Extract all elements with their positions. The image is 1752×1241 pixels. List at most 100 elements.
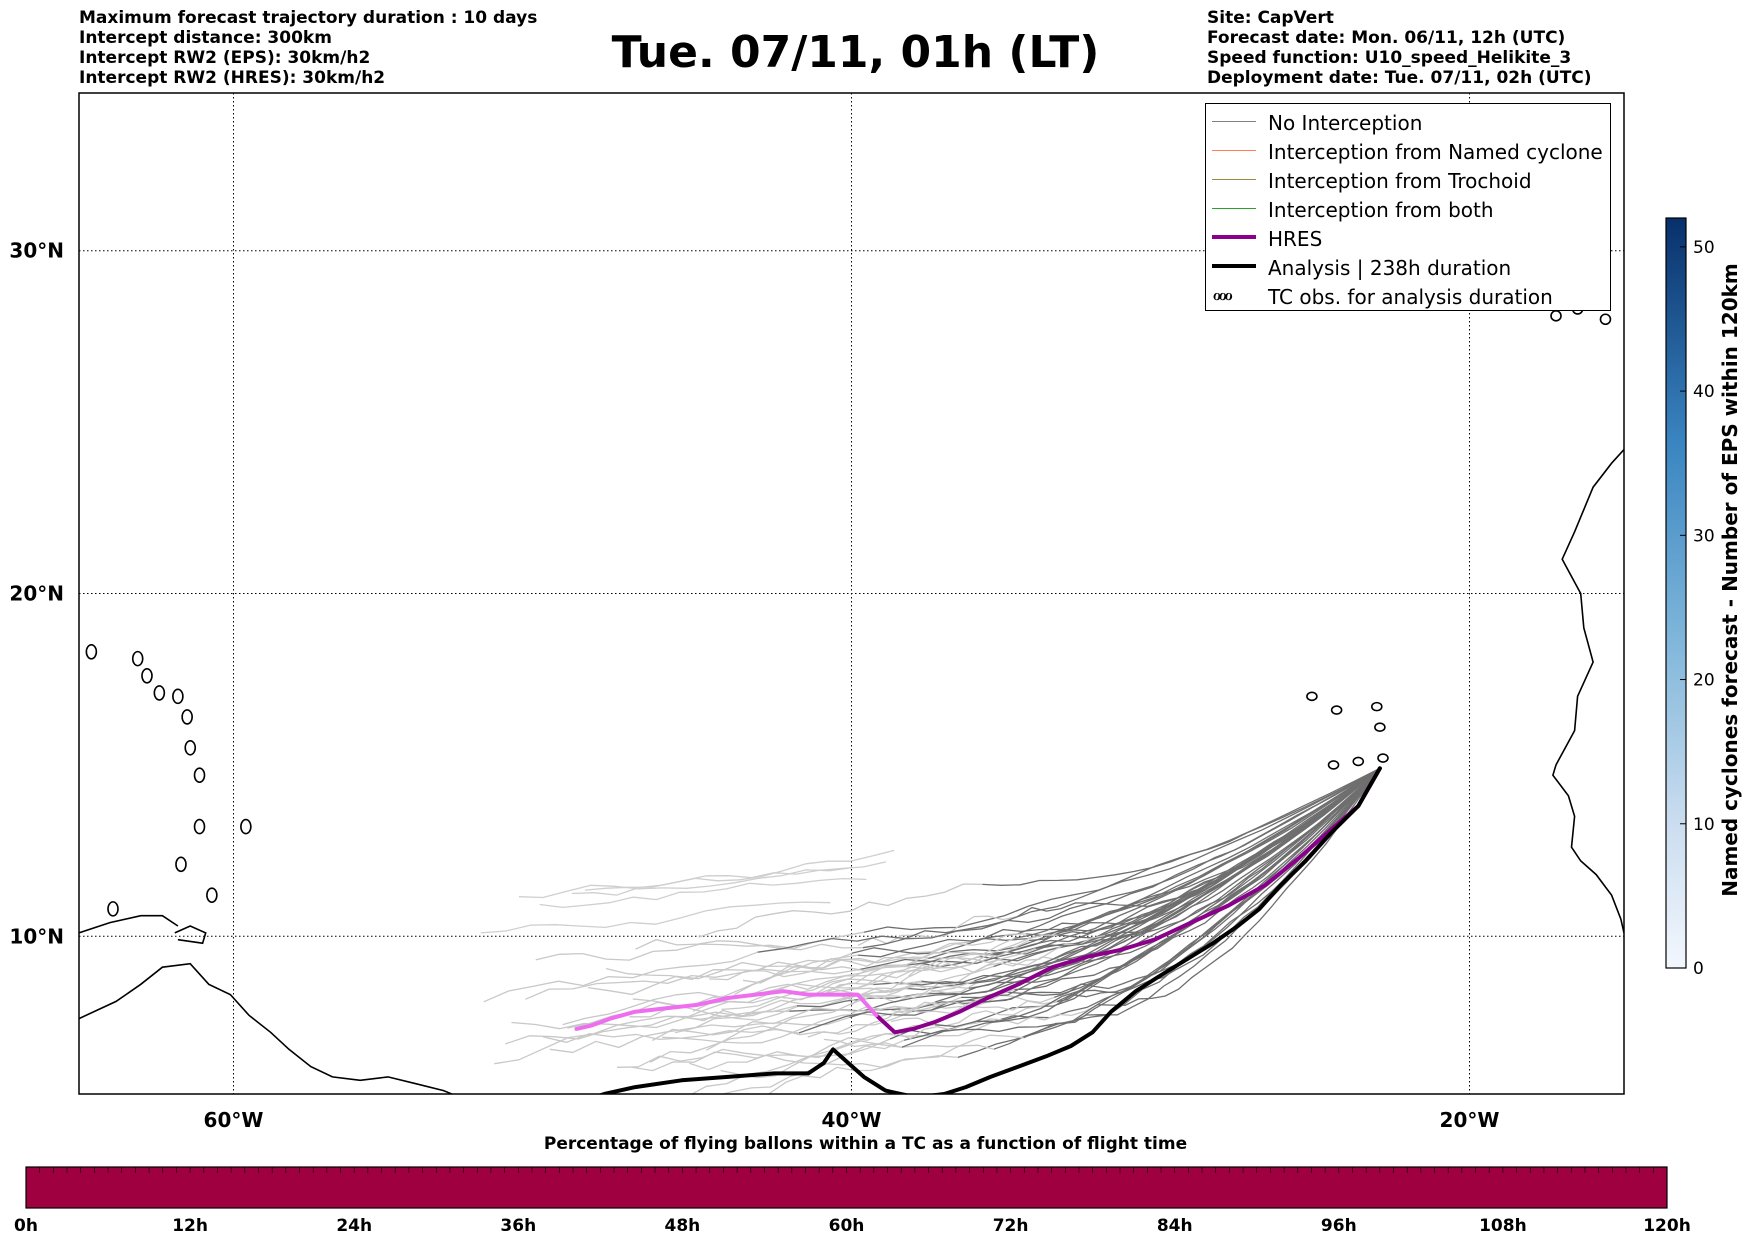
ensemble-trajectory-late: [720, 1020, 996, 1079]
ensemble-trajectory: [863, 767, 1381, 933]
ensemble-trajectory: [906, 767, 1381, 966]
legend-label: Interception from both: [1268, 198, 1494, 222]
ensemble-trajectory-late: [480, 901, 831, 934]
island-capverde: [1377, 753, 1389, 763]
right-colorbar-tick-label: 20: [1693, 671, 1715, 691]
ensemble-trajectory: [1056, 767, 1381, 1003]
island-capverde: [1374, 722, 1386, 732]
header-line: Site: CapVert: [1207, 8, 1334, 28]
bottom-colorbar-tick-label: 108h: [1479, 1216, 1527, 1236]
header-line: Speed function: U10_speed_Helikite_3: [1207, 48, 1572, 68]
lon-tick-label: 60°W: [204, 1108, 264, 1132]
legend-swatch: [1212, 235, 1256, 239]
header-right-info: Site: CapVert Forecast date: Mon. 06/11,…: [1207, 8, 1592, 88]
ensemble-trajectory-late: [505, 1005, 797, 1045]
island: [193, 767, 206, 783]
ensemble-trajectory-late: [562, 954, 858, 1026]
lon-tick-label: 40°W: [822, 1108, 882, 1132]
legend-swatch: [1212, 121, 1256, 122]
legend-label: TC obs. for analysis duration: [1268, 285, 1553, 309]
ensemble-trajectory-late: [543, 1028, 799, 1043]
legend-swatch: [1212, 179, 1256, 180]
bottom-colorbar: 0h 12h 24h 36h 48h 60h 72h 84h 96h 108h 120h: [14, 1166, 1691, 1236]
legend-label: No Interception: [1268, 111, 1423, 135]
ensemble-trajectory: [901, 767, 1381, 1048]
ensemble-trajectories: [480, 767, 1381, 1094]
ensemble-trajectory-late: [850, 956, 1057, 1006]
right-colorbar-tick-label: 10: [1693, 815, 1715, 835]
ensemble-trajectory-late: [518, 866, 854, 899]
island: [175, 856, 187, 873]
right-colorbar-ticks: 0 10 20 30 40 50: [1680, 238, 1715, 979]
lon-tick-label: 20°W: [1440, 1108, 1500, 1132]
ensemble-trajectory: [849, 767, 1381, 1019]
ensemble-trajectory-late: [816, 947, 1036, 994]
map-grid: [79, 93, 1624, 1094]
ensemble-trajectory-late: [525, 968, 858, 1000]
island: [181, 709, 193, 725]
header-line: Forecast date: Mon. 06/11, 12h (UTC): [1207, 28, 1566, 48]
ensemble-trajectory: [1035, 767, 1381, 950]
legend-item-hres: HRES: [1206, 223, 1610, 252]
bottom-colorbar-tick-label: 36h: [500, 1216, 536, 1236]
bottom-colorbar-tick-label: 48h: [665, 1216, 701, 1236]
legend-item-trochoid: Interception from Trochoid: [1206, 165, 1610, 194]
ensemble-trajectory-late: [585, 849, 895, 891]
right-colorbar-bar: [1665, 217, 1687, 969]
right-colorbar: 0 10 20 30 40 50: [1665, 217, 1715, 979]
island: [153, 685, 166, 701]
bottom-colorbar-tick-label: 60h: [829, 1216, 865, 1236]
ensemble-trajectory-late: [823, 1038, 994, 1050]
ensemble-trajectory-late: [852, 934, 1058, 991]
ensemble-trajectory: [757, 767, 1381, 953]
island: [172, 688, 184, 705]
island: [85, 643, 98, 660]
island: [107, 901, 119, 917]
header-line: Intercept RW2 (EPS): 30km/h2: [79, 48, 371, 68]
legend-item-named-cyclone: Interception from Named cyclone: [1206, 136, 1610, 165]
ensemble-trajectory-late: [616, 1024, 935, 1068]
bottom-colorbar-tick-label: 24h: [336, 1216, 372, 1236]
hres-trajectory-late: [574, 989, 879, 1031]
ensemble-trajectory-late: [890, 1001, 1055, 1027]
coastline-africa: [1552, 448, 1624, 934]
legend-label: Analysis | 238h duration: [1268, 256, 1512, 280]
ensemble-trajectory-late: [851, 1000, 1058, 1014]
bottom-colorbar-tick-label: 96h: [1321, 1216, 1357, 1236]
map-frame: [78, 92, 1625, 1095]
bottom-colorbar-title: Percentage of flying ballons within a TC…: [543, 1134, 1188, 1154]
island: [240, 818, 252, 835]
ensemble-trajectory: [857, 767, 1381, 958]
header-line: Maximum forecast trajectory duration : 1…: [79, 8, 538, 28]
island-capverde: [1330, 705, 1343, 715]
bottom-colorbar-tick-label: 72h: [993, 1216, 1029, 1236]
legend-swatch: [1212, 150, 1256, 151]
ensemble-trajectory: [974, 767, 1381, 982]
ensemble-trajectory-late: [483, 951, 758, 1003]
right-colorbar-tick-label: 0: [1693, 959, 1704, 979]
header-line: Intercept distance: 300km: [79, 28, 332, 48]
ensemble-trajectory-late: [587, 952, 853, 996]
island: [206, 887, 218, 903]
island-capverde: [1371, 701, 1383, 712]
island-capverde: [1327, 760, 1340, 770]
ensemble-trajectory-late: [742, 933, 1027, 984]
legend-label: Interception from Named cyclone: [1268, 140, 1603, 164]
ensemble-trajectory-late: [571, 861, 887, 896]
ensemble-trajectory-late: [635, 938, 864, 951]
ensemble-trajectory: [789, 767, 1381, 1012]
ensemble-trajectory-late: [807, 937, 1015, 996]
right-colorbar-tick-label: 50: [1693, 238, 1715, 258]
bottom-colorbar-tick-label: 120h: [1643, 1216, 1691, 1236]
legend-item-no-interception: No Interception: [1206, 107, 1610, 136]
legend-label: HRES: [1268, 227, 1323, 251]
latitude-tick-labels: 30°N 20°N 10°N: [9, 239, 64, 949]
ensemble-trajectory: [798, 767, 1381, 1034]
right-colorbar-title: Named cyclones forecast - Number of EPS …: [1718, 263, 1742, 897]
ensemble-trajectory-late: [734, 936, 986, 995]
legend-swatch: [1212, 264, 1256, 268]
ensemble-trajectory-late: [605, 961, 907, 981]
coastline: [174, 925, 207, 945]
ensemble-trajectory-late: [494, 1010, 790, 1065]
